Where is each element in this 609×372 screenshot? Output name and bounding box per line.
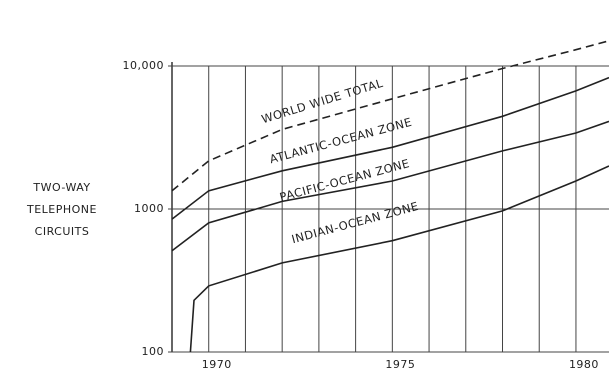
y-axis-label: TELEPHONE: [26, 203, 97, 216]
y-axis-label: CIRCUITS: [35, 225, 90, 238]
series-line: [171, 40, 609, 192]
series-line: [171, 76, 609, 220]
series-line: [189, 165, 609, 353]
x-tick-label: 1975: [385, 358, 415, 371]
series-label: WORLD WIDE TOTAL: [260, 76, 385, 126]
series-label: PACIFIC-OCEAN ZONE: [278, 156, 411, 204]
y-axis-label: TWO-WAY: [32, 181, 90, 194]
x-tick-label: 1980: [569, 358, 599, 371]
series-line: [171, 120, 609, 252]
x-tick-label: 1970: [202, 358, 232, 371]
y-tick-label: 1000: [134, 202, 164, 215]
y-tick-label: 10,000: [123, 59, 165, 72]
y-tick-label: 100: [142, 345, 165, 358]
